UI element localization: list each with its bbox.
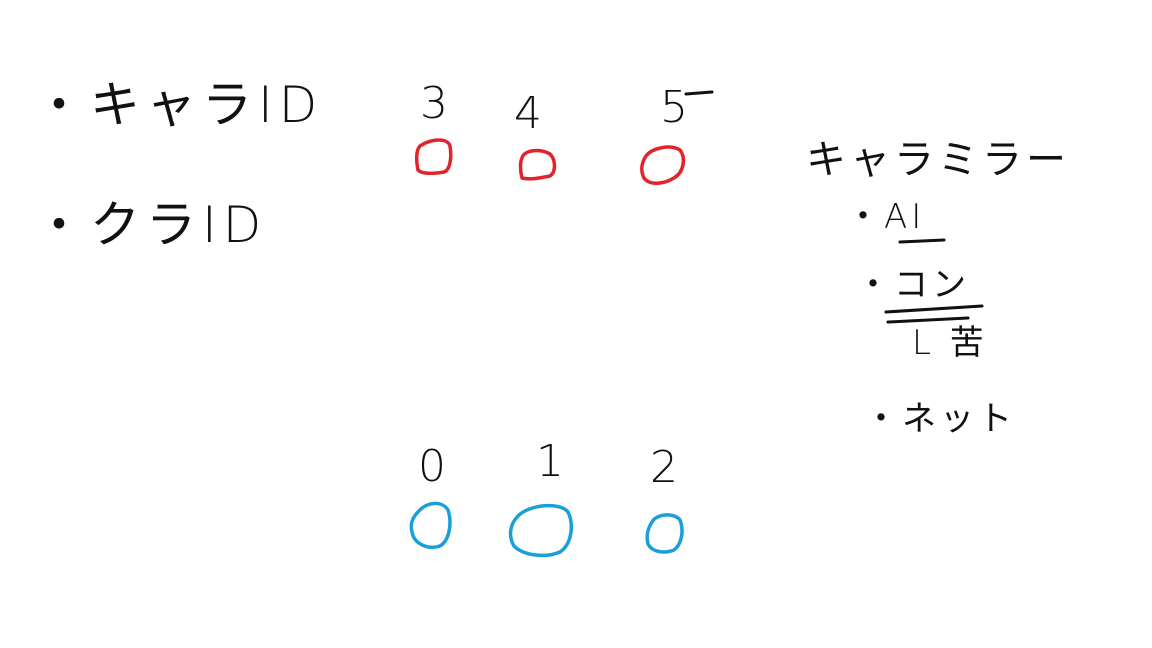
slot-5-number: 5 [660, 82, 688, 133]
chara-id-label: ・キャラID [34, 76, 324, 134]
slot-2-node[interactable] [645, 513, 684, 554]
ai-underline [898, 238, 946, 244]
con-item: ・コン [856, 265, 970, 305]
slot-5-stroke [684, 90, 714, 96]
slot-5-node[interactable] [640, 145, 686, 185]
slot-0-number: 0 [418, 441, 446, 492]
slot-4-node[interactable] [518, 148, 557, 181]
slot-3-node[interactable] [414, 138, 453, 176]
slot-4-number: 4 [514, 88, 542, 139]
divider-line-1 [884, 304, 984, 314]
slot-1-number: 1 [536, 436, 564, 487]
kura-id-label: ・クラID [34, 196, 268, 254]
divider-line-2 [886, 316, 970, 324]
slot-0-node[interactable] [409, 501, 452, 549]
ai-item: ・AI [846, 197, 926, 237]
net-item: ・ネット [864, 399, 1016, 439]
slot-2-number: 2 [650, 442, 678, 493]
chara-mirror-heading: キャラミラー [806, 137, 1070, 183]
sub-item: L 苦 [912, 323, 988, 363]
slot-3-number: 3 [420, 78, 448, 129]
slot-1-node[interactable] [508, 503, 574, 558]
